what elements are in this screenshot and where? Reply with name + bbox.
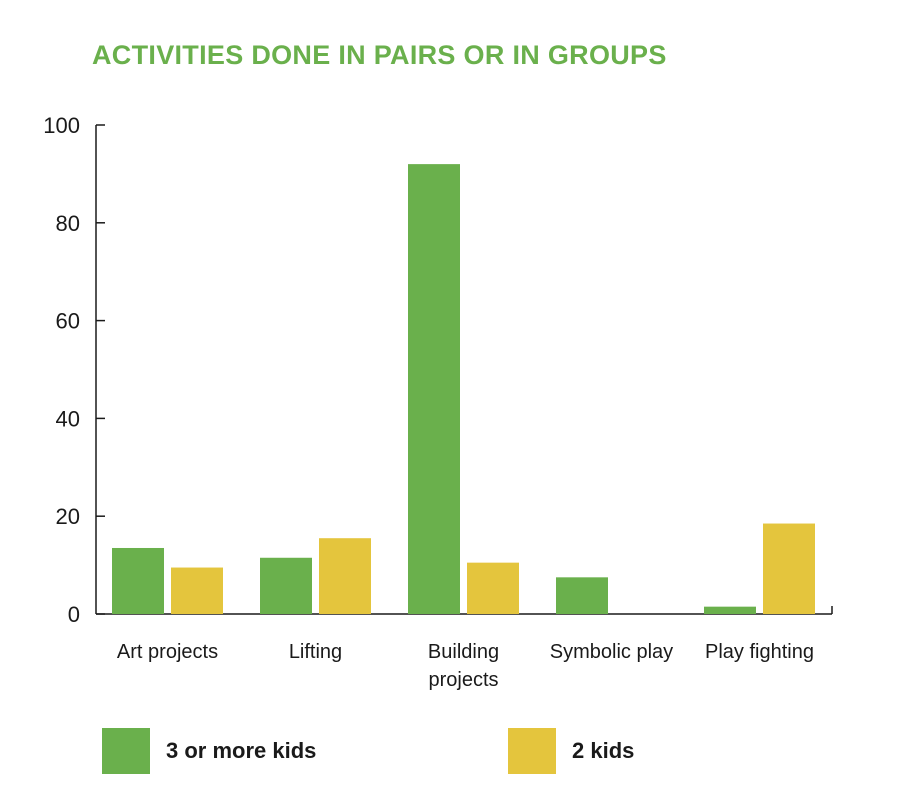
bar-play-fighting-2-kids [763,523,815,614]
bar-lifting-2-kids [319,538,371,614]
y-tick-label-60: 60 [56,309,80,334]
bar-lifting-3-or-more-kids [260,557,312,614]
legend-swatch-2-kids [508,728,556,774]
y-tick-label-0: 0 [68,602,80,627]
y-tick-label-100: 100 [43,113,80,138]
legend-label-3-or-more-kids: 3 or more kids [166,738,317,763]
bar-chart: 0 20 40 60 80 100 Art projects Lifting Building p… [43,113,833,691]
x-tick-label-art-projects: Art projects [117,641,218,663]
x-tick-label-play-fighting: Play fighting [705,641,814,663]
bar-symbolic-play-3-or-more-kids [556,577,608,614]
bar-art-projects-2-kids [171,567,223,614]
bar-building-projects-2-kids [467,562,519,614]
y-tick-label-20: 20 [56,504,80,529]
chart-title: ACTIVITIES DONE IN PAIRS OR IN GROUPS [92,40,667,70]
legend-swatch-3-or-more-kids [102,728,150,774]
x-tick-label-symbolic-play: Symbolic play [550,641,673,663]
legend-item-2-kids: 2 kids [508,728,634,774]
bar-play-fighting-3-or-more-kids [704,606,756,614]
y-tick-label-80: 80 [56,211,80,236]
x-tick-label-building-projects: Building projects [428,641,499,691]
bar-art-projects-3-or-more-kids [112,547,164,614]
x-tick-label-lifting: Lifting [289,641,342,663]
y-tick-label-40: 40 [56,406,80,431]
legend-label-2-kids: 2 kids [572,738,635,763]
bar-building-projects-3-or-more-kids [408,164,460,614]
legend-item-3-or-more-kids: 3 or more kids [102,728,316,774]
